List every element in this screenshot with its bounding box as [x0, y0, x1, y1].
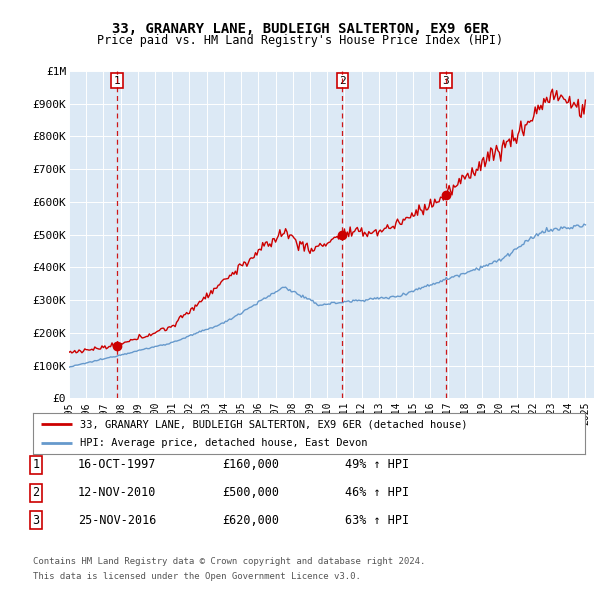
Text: 12-NOV-2010: 12-NOV-2010 [78, 486, 157, 499]
Text: Contains HM Land Registry data © Crown copyright and database right 2024.: Contains HM Land Registry data © Crown c… [33, 558, 425, 566]
Text: £160,000: £160,000 [222, 458, 279, 471]
Text: 1: 1 [113, 76, 121, 86]
Text: 1: 1 [32, 458, 40, 471]
Text: £500,000: £500,000 [222, 486, 279, 499]
Text: 2: 2 [32, 486, 40, 499]
Text: 49% ↑ HPI: 49% ↑ HPI [345, 458, 409, 471]
Text: 3: 3 [32, 514, 40, 527]
Text: 63% ↑ HPI: 63% ↑ HPI [345, 514, 409, 527]
Text: 16-OCT-1997: 16-OCT-1997 [78, 458, 157, 471]
Text: This data is licensed under the Open Government Licence v3.0.: This data is licensed under the Open Gov… [33, 572, 361, 581]
Text: 33, GRANARY LANE, BUDLEIGH SALTERTON, EX9 6ER: 33, GRANARY LANE, BUDLEIGH SALTERTON, EX… [112, 22, 488, 36]
Text: 46% ↑ HPI: 46% ↑ HPI [345, 486, 409, 499]
Text: HPI: Average price, detached house, East Devon: HPI: Average price, detached house, East… [80, 438, 367, 448]
Text: 2: 2 [339, 76, 346, 86]
Text: 25-NOV-2016: 25-NOV-2016 [78, 514, 157, 527]
Text: £620,000: £620,000 [222, 514, 279, 527]
Text: 33, GRANARY LANE, BUDLEIGH SALTERTON, EX9 6ER (detached house): 33, GRANARY LANE, BUDLEIGH SALTERTON, EX… [80, 419, 467, 429]
Text: Price paid vs. HM Land Registry's House Price Index (HPI): Price paid vs. HM Land Registry's House … [97, 34, 503, 47]
Text: 3: 3 [443, 76, 449, 86]
